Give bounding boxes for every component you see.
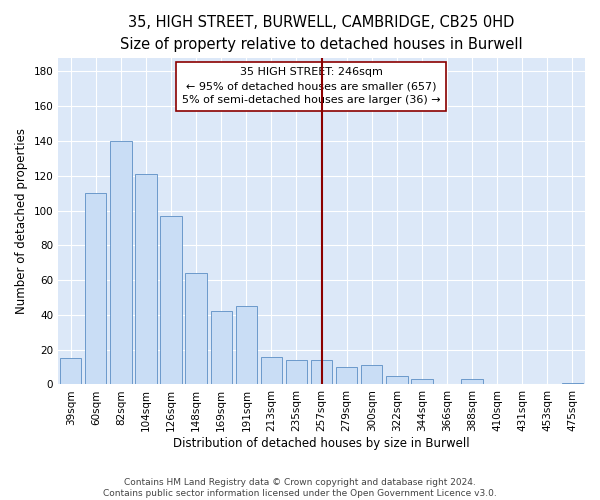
- Bar: [60, 358, 82, 384]
- Bar: [110, 141, 131, 384]
- Bar: [236, 306, 257, 384]
- Bar: [136, 174, 157, 384]
- Y-axis label: Number of detached properties: Number of detached properties: [15, 128, 28, 314]
- Bar: [336, 367, 358, 384]
- Bar: [85, 193, 106, 384]
- Bar: [311, 360, 332, 384]
- Bar: [211, 312, 232, 384]
- Bar: [160, 216, 182, 384]
- Bar: [286, 360, 307, 384]
- Text: 35 HIGH STREET: 246sqm
← 95% of detached houses are smaller (657)
5% of semi-det: 35 HIGH STREET: 246sqm ← 95% of detached…: [182, 68, 440, 106]
- X-axis label: Distribution of detached houses by size in Burwell: Distribution of detached houses by size …: [173, 437, 470, 450]
- Bar: [261, 356, 282, 384]
- Bar: [562, 382, 583, 384]
- Title: 35, HIGH STREET, BURWELL, CAMBRIDGE, CB25 0HD
Size of property relative to detac: 35, HIGH STREET, BURWELL, CAMBRIDGE, CB2…: [120, 15, 523, 52]
- Bar: [185, 273, 207, 384]
- Bar: [461, 379, 483, 384]
- Bar: [411, 379, 433, 384]
- Text: Contains HM Land Registry data © Crown copyright and database right 2024.
Contai: Contains HM Land Registry data © Crown c…: [103, 478, 497, 498]
- Bar: [361, 366, 382, 384]
- Bar: [386, 376, 407, 384]
